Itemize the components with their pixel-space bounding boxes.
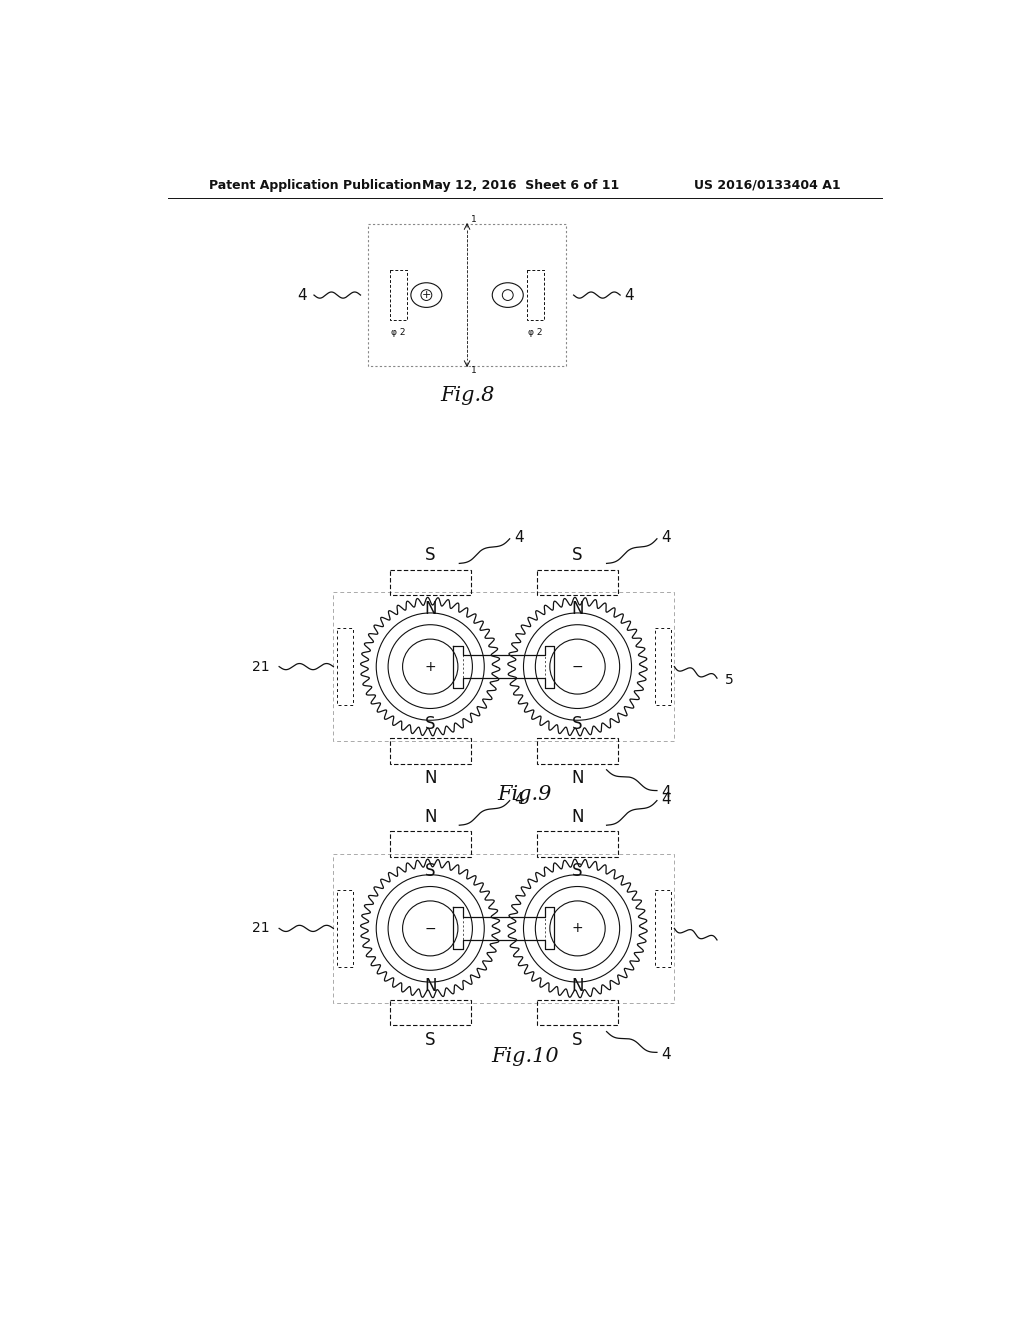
Text: Fig.8: Fig.8 <box>440 385 495 405</box>
Bar <box>337 890 352 966</box>
Text: +: + <box>571 921 584 936</box>
Text: 4: 4 <box>514 529 524 545</box>
Bar <box>369 224 566 367</box>
Bar <box>527 271 544 321</box>
Text: Patent Application Publication: Patent Application Publication <box>209 178 422 191</box>
Text: S: S <box>425 1031 435 1049</box>
Text: φ 2: φ 2 <box>528 327 543 337</box>
Bar <box>655 890 671 966</box>
Text: May 12, 2016  Sheet 6 of 11: May 12, 2016 Sheet 6 of 11 <box>423 178 620 191</box>
Text: S: S <box>572 715 583 733</box>
Text: 4: 4 <box>662 792 671 807</box>
Text: 4: 4 <box>298 288 307 302</box>
Text: 4: 4 <box>625 288 634 302</box>
Text: φ 2: φ 2 <box>391 327 406 337</box>
Text: 5: 5 <box>725 673 733 688</box>
Text: S: S <box>572 546 583 564</box>
Bar <box>334 854 675 1003</box>
Text: S: S <box>572 862 583 880</box>
Text: 1: 1 <box>471 215 477 224</box>
Bar <box>655 628 671 705</box>
Text: N: N <box>424 808 436 826</box>
Bar <box>537 1001 618 1026</box>
Text: −: − <box>424 921 436 936</box>
Bar <box>389 738 471 763</box>
Text: S: S <box>425 862 435 880</box>
Text: N: N <box>571 601 584 618</box>
Text: Fig.10: Fig.10 <box>490 1047 559 1065</box>
Text: 1: 1 <box>471 367 477 375</box>
Text: 21: 21 <box>252 660 270 673</box>
Text: S: S <box>572 1031 583 1049</box>
Bar <box>537 832 618 857</box>
Text: 21: 21 <box>252 921 270 936</box>
Text: S: S <box>425 546 435 564</box>
Text: Fig.9: Fig.9 <box>498 785 552 804</box>
Text: N: N <box>571 770 584 787</box>
Bar <box>337 628 352 705</box>
Text: N: N <box>571 808 584 826</box>
Bar <box>389 832 471 857</box>
Text: 4: 4 <box>662 1047 671 1063</box>
Text: US 2016/0133404 A1: US 2016/0133404 A1 <box>693 178 841 191</box>
Text: N: N <box>424 770 436 787</box>
Bar <box>389 1001 471 1026</box>
Text: +: + <box>422 290 431 300</box>
Bar <box>334 591 675 742</box>
Text: N: N <box>424 977 436 995</box>
Text: N: N <box>571 977 584 995</box>
Text: 4: 4 <box>662 529 671 545</box>
Text: −: − <box>571 660 584 673</box>
Bar <box>537 570 618 595</box>
Text: 4: 4 <box>662 785 671 800</box>
Text: N: N <box>424 601 436 618</box>
Bar <box>389 570 471 595</box>
Text: 4: 4 <box>514 792 524 807</box>
Text: +: + <box>424 660 436 673</box>
Bar <box>390 271 407 321</box>
Bar <box>537 738 618 763</box>
Text: S: S <box>425 715 435 733</box>
